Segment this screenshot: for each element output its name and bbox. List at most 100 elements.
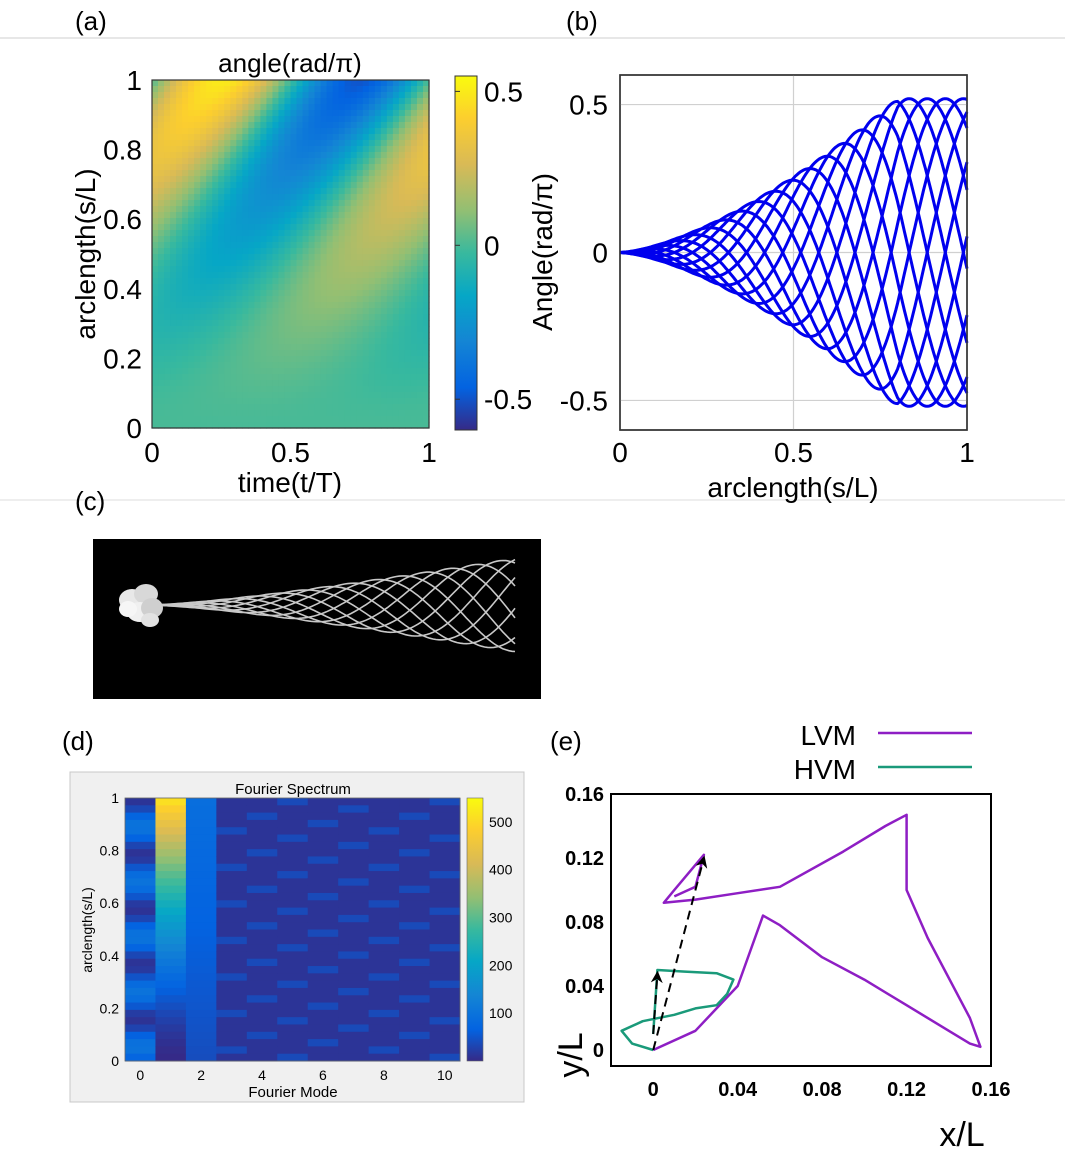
heatmap-a-cell (416, 182, 424, 189)
heatmap-a-cell (416, 410, 424, 417)
heatmap-a-cell (212, 320, 219, 327)
heatmap-d-cell (125, 878, 156, 887)
heatmap-a-cell (296, 374, 304, 381)
heatmap-a-cell (200, 254, 207, 261)
heatmap-a-cell (284, 170, 292, 177)
heatmap-a-cell (236, 248, 243, 255)
heatmap-a-cell (320, 386, 328, 393)
heatmap-a-cell (386, 380, 394, 387)
heatmap-a-cell (380, 398, 388, 405)
heatmap-a-cell (332, 218, 340, 225)
heatmap-a-cell (344, 296, 352, 303)
heatmap-a-cell (206, 164, 213, 171)
heatmap-a-cell (224, 110, 231, 117)
heatmap-a-cell (158, 236, 165, 243)
heatmap-a-cell (218, 266, 225, 273)
heatmap-a-cell (380, 128, 388, 135)
heatmap-a-cell (368, 356, 376, 363)
heatmap-d-cell (338, 841, 370, 850)
heatmap-a-cell (182, 98, 189, 105)
heatmap-a-cell (392, 164, 400, 171)
heatmap-a-cell (398, 80, 406, 87)
heatmap-a-cell (230, 272, 237, 279)
heatmap-a-cell (242, 248, 249, 255)
heatmap-a-cell (224, 296, 231, 303)
heatmap-a-cell (332, 134, 340, 141)
heatmap-a-cell (356, 164, 364, 171)
heatmap-a-cell (374, 368, 382, 375)
heatmap-d-cell (246, 922, 278, 930)
heatmap-a-cell (356, 290, 364, 297)
heatmap-a-cell (380, 266, 388, 273)
heatmap-a-cell (212, 116, 219, 123)
heatmap-d-cell (429, 973, 461, 982)
heatmap-a-cell (404, 404, 412, 411)
heatmap-a-cell (380, 320, 388, 327)
heatmap-a-cell (170, 86, 177, 93)
heatmap-a-cell (266, 212, 274, 219)
heatmap-a-cell (152, 110, 159, 117)
heatmap-a-cell (188, 278, 195, 285)
heatmap-a-cell (296, 368, 304, 375)
heatmap-a-cell (152, 326, 159, 333)
heatmap-a-cell (362, 86, 370, 93)
heatmap-a-cell (422, 266, 430, 273)
heatmap-a-cell (362, 392, 370, 399)
heatmap-a-cell (152, 104, 159, 111)
heatmap-a-cell (236, 266, 243, 273)
heatmap-d-cell (429, 1031, 461, 1040)
heatmap-a-cell (368, 392, 376, 399)
heatmap-a-cell (380, 164, 388, 171)
heatmap-a-cell (284, 320, 292, 327)
heatmap-a-cell (236, 200, 243, 207)
heatmap-a-cell (242, 356, 249, 363)
heatmap-a-cell (218, 356, 225, 363)
heatmap-d-cell (155, 1046, 187, 1055)
heatmap-a-cell (224, 320, 231, 327)
heatmap-a-cell (206, 356, 213, 363)
heatmap-a-cell (170, 320, 177, 327)
heatmap-a-cell (152, 338, 159, 345)
heatmap-d-cell (216, 1017, 248, 1025)
heatmap-a-cell (392, 422, 400, 429)
heatmap-a-cell (284, 104, 292, 111)
heatmap-a-cell (164, 86, 171, 93)
colorbar-d-tick: 400 (489, 862, 513, 878)
heatmap-a-cell (272, 314, 280, 321)
heatmap-a-cell (350, 290, 358, 297)
heatmap-a-cell (284, 410, 292, 417)
heatmap-a-cell (212, 368, 219, 375)
heatmap-a-cell (320, 110, 328, 117)
heatmap-a-cell (422, 374, 430, 381)
line-b-ytick: 0 (592, 238, 608, 269)
heatmap-a-cell (398, 110, 406, 117)
heatmap-a-cell (278, 146, 286, 153)
heatmap-a-cell (374, 128, 382, 135)
heatmap-d-cell (155, 885, 187, 894)
heatmap-a-ytick: 0.6 (103, 204, 142, 235)
heatmap-a-cell (392, 368, 400, 375)
heatmap-a-cell (302, 260, 310, 267)
heatmap-a-cell (158, 392, 165, 399)
heatmap-a-cell (230, 224, 237, 231)
heatmap-a-cell (410, 308, 418, 315)
heatmap-a-cell (290, 206, 298, 213)
heatmap-a-cell (308, 338, 316, 345)
heatmap-a-cell (188, 194, 195, 201)
heatmap-a-cell (254, 350, 261, 357)
heatmap-a-cell (410, 182, 418, 189)
heatmap-a-cell (344, 386, 352, 393)
heatmap-a-cell (188, 410, 195, 417)
heatmap-a-cell (296, 80, 304, 87)
heatmap-a-cell (314, 242, 322, 249)
heatmap-a-cell (188, 110, 195, 117)
heatmap-a-cell (242, 86, 249, 93)
heatmap-a-cell (338, 254, 346, 261)
heatmap-a-cell (248, 272, 255, 279)
heatmap-a-cell (422, 296, 430, 303)
heatmap-a-cell (182, 236, 189, 243)
heatmap-a-cell (170, 380, 177, 387)
heatmap-a-cell (422, 236, 430, 243)
heatmap-a-cell (314, 188, 322, 195)
heatmap-a-cell (200, 242, 207, 249)
